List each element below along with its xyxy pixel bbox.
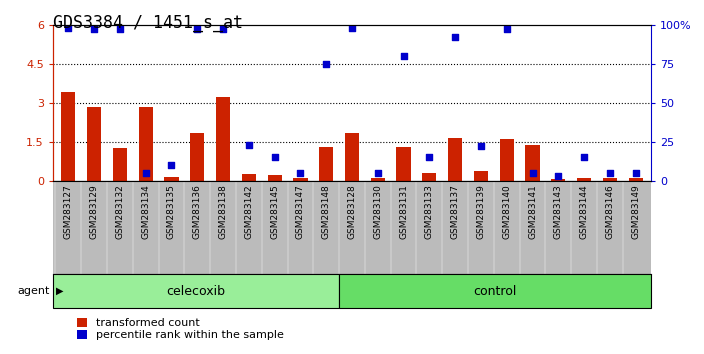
Bar xyxy=(53,274,339,308)
Bar xyxy=(629,178,643,181)
Point xyxy=(218,27,229,32)
Point xyxy=(295,170,306,176)
Text: ▶: ▶ xyxy=(56,286,64,296)
Text: GSM283137: GSM283137 xyxy=(451,184,460,239)
Point xyxy=(243,142,254,148)
Bar xyxy=(216,97,230,181)
Bar xyxy=(448,138,463,181)
Text: GSM283148: GSM283148 xyxy=(322,184,331,239)
Legend: transformed count, percentile rank within the sample: transformed count, percentile rank withi… xyxy=(73,314,288,345)
Text: GSM283144: GSM283144 xyxy=(579,184,589,239)
Bar xyxy=(500,139,514,181)
Text: GSM283133: GSM283133 xyxy=(425,184,434,239)
Point xyxy=(140,170,151,176)
Point xyxy=(553,173,564,179)
Bar xyxy=(396,147,410,181)
Bar xyxy=(577,178,591,181)
Text: GSM283143: GSM283143 xyxy=(554,184,562,239)
Point xyxy=(450,34,461,40)
Bar xyxy=(241,174,256,181)
Point xyxy=(630,170,641,176)
Point xyxy=(398,53,409,59)
Bar xyxy=(525,145,540,181)
Text: GDS3384 / 1451_s_at: GDS3384 / 1451_s_at xyxy=(53,14,243,32)
Bar xyxy=(87,107,101,181)
Text: GSM283145: GSM283145 xyxy=(270,184,279,239)
Point xyxy=(475,143,486,149)
Text: GSM283134: GSM283134 xyxy=(142,184,150,239)
Bar xyxy=(294,178,308,181)
Point xyxy=(269,154,280,160)
Text: GSM283127: GSM283127 xyxy=(64,184,73,239)
Bar xyxy=(268,175,282,181)
Text: GSM283146: GSM283146 xyxy=(605,184,615,239)
Point xyxy=(320,61,332,67)
Text: GSM283130: GSM283130 xyxy=(373,184,382,239)
Point xyxy=(166,162,177,168)
Text: GSM283139: GSM283139 xyxy=(477,184,486,239)
Bar xyxy=(603,178,617,181)
Text: GSM283129: GSM283129 xyxy=(89,184,99,239)
Text: GSM283141: GSM283141 xyxy=(528,184,537,239)
Point xyxy=(501,27,513,32)
Point xyxy=(527,170,538,176)
Text: celecoxib: celecoxib xyxy=(166,285,225,298)
Text: GSM283138: GSM283138 xyxy=(218,184,227,239)
Point xyxy=(191,27,203,32)
Point xyxy=(114,27,125,32)
Text: GSM283132: GSM283132 xyxy=(115,184,125,239)
Bar xyxy=(164,177,179,181)
Point xyxy=(424,154,435,160)
Bar xyxy=(371,178,385,181)
Point xyxy=(372,170,384,176)
Point xyxy=(579,154,590,160)
Text: GSM283135: GSM283135 xyxy=(167,184,176,239)
Point xyxy=(346,25,358,31)
Text: GSM283131: GSM283131 xyxy=(399,184,408,239)
Point xyxy=(63,25,74,31)
Point xyxy=(89,27,100,32)
Bar xyxy=(551,179,565,181)
Text: GSM283147: GSM283147 xyxy=(296,184,305,239)
Text: GSM283149: GSM283149 xyxy=(631,184,640,239)
Bar xyxy=(474,171,488,181)
Bar xyxy=(139,107,153,181)
Bar xyxy=(422,173,436,181)
Bar xyxy=(319,147,333,181)
Bar xyxy=(113,148,127,181)
Text: agent: agent xyxy=(17,286,49,296)
Bar xyxy=(339,274,651,308)
Text: control: control xyxy=(473,285,517,298)
Text: GSM283142: GSM283142 xyxy=(244,184,253,239)
Bar xyxy=(190,132,204,181)
Point xyxy=(604,170,615,176)
Bar xyxy=(345,132,359,181)
Text: GSM283128: GSM283128 xyxy=(348,184,356,239)
Text: GSM283140: GSM283140 xyxy=(502,184,511,239)
Bar xyxy=(61,92,75,181)
Text: GSM283136: GSM283136 xyxy=(193,184,202,239)
